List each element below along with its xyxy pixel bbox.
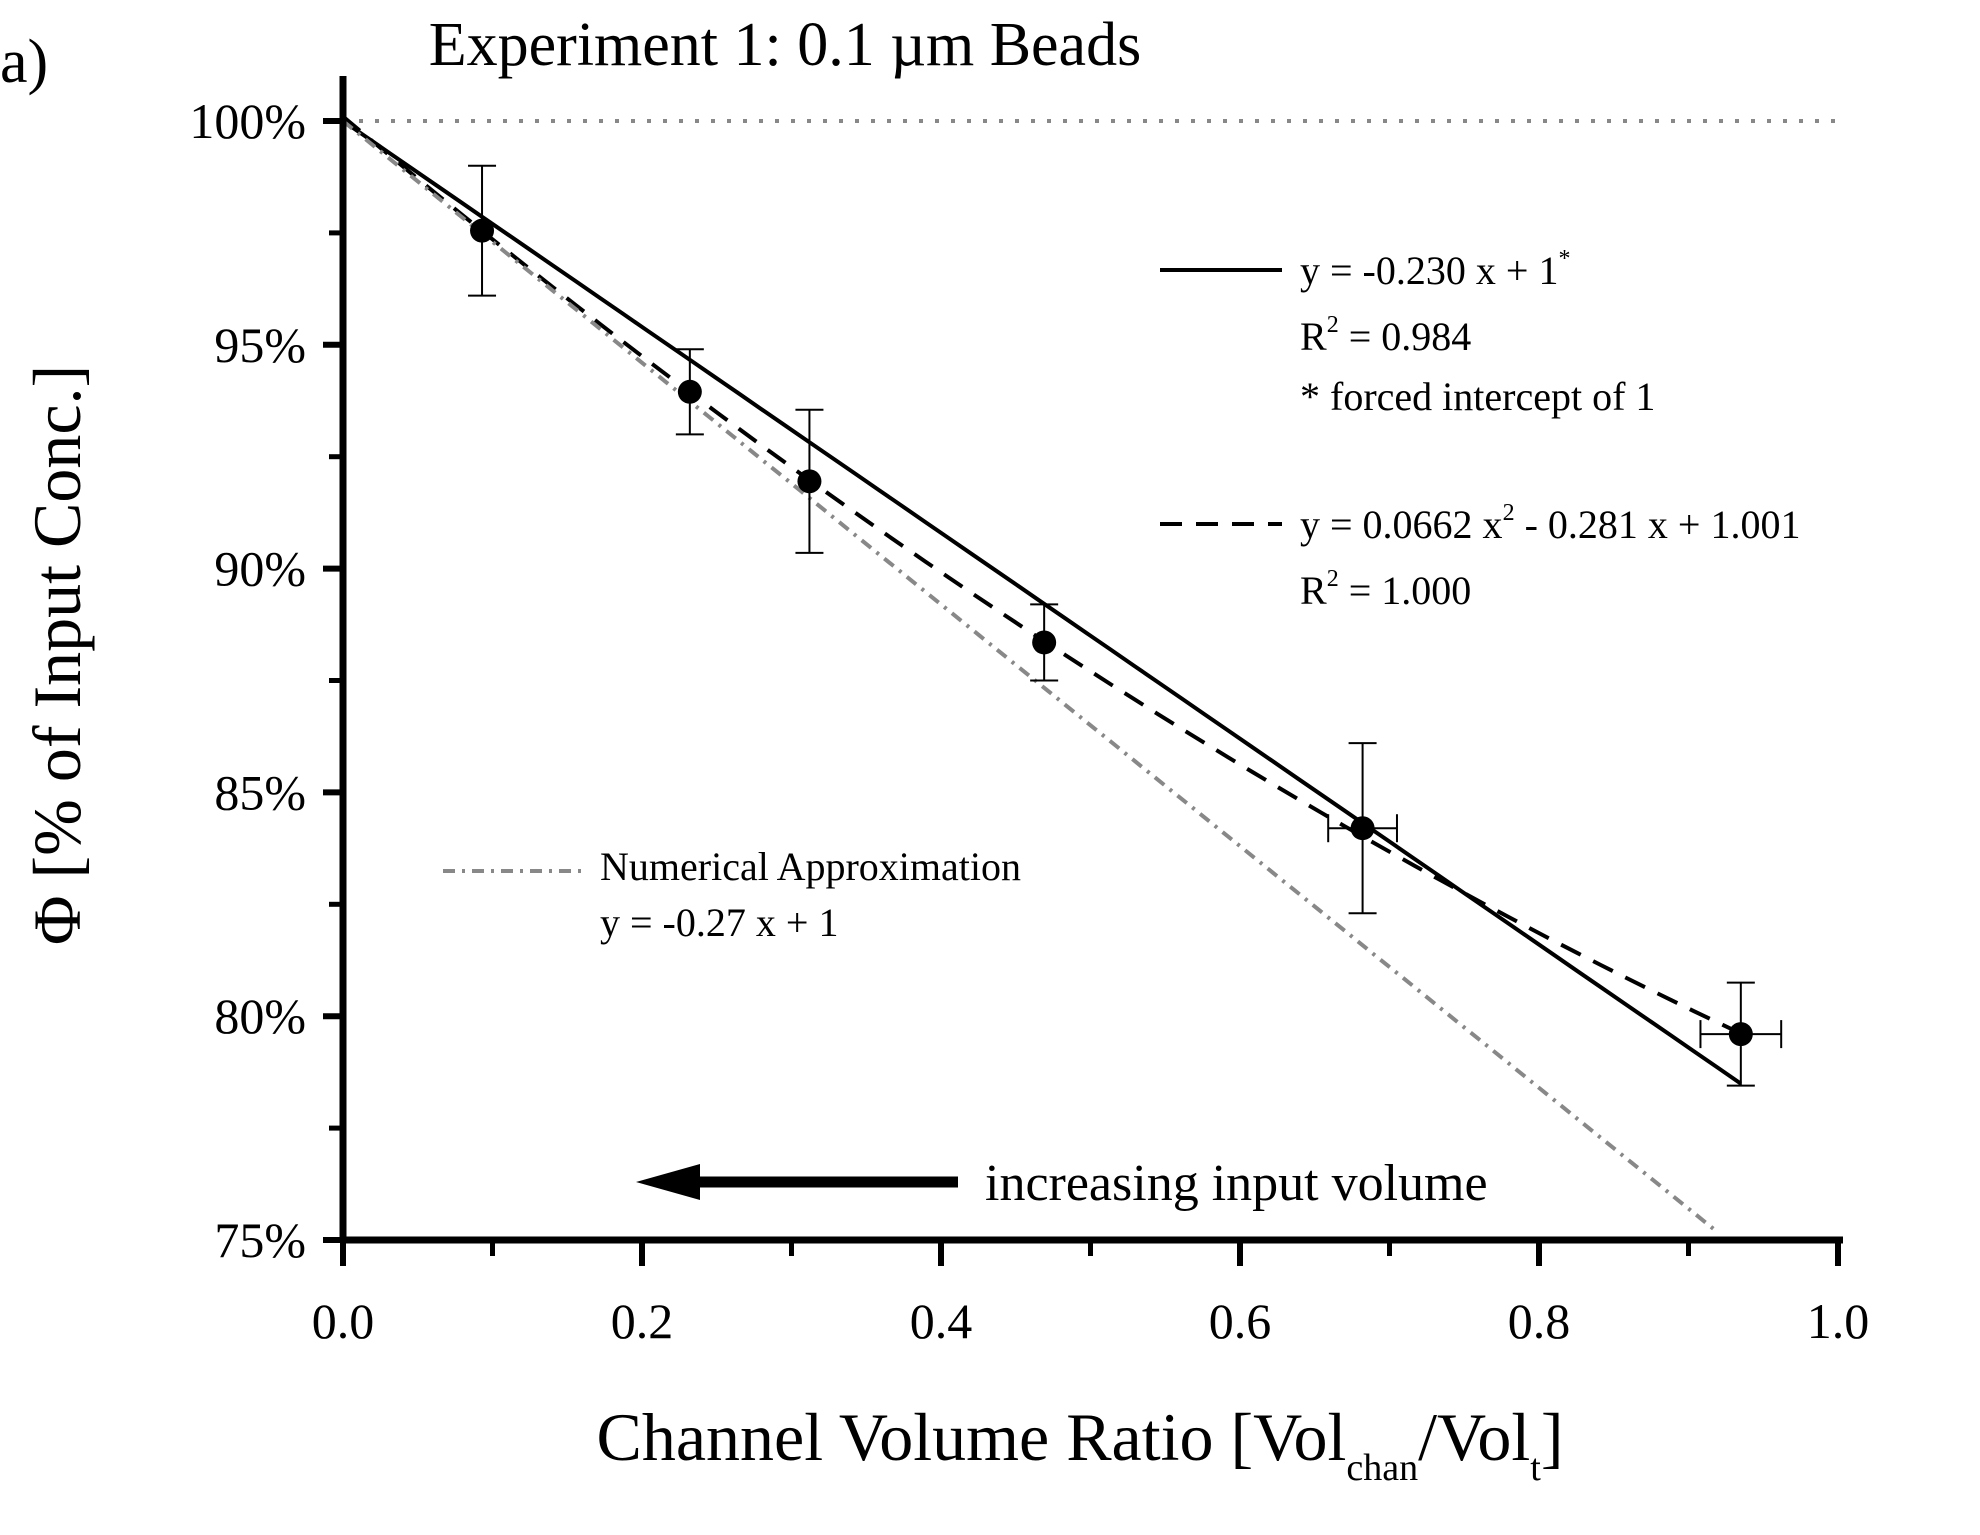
annotation-text: increasing input volume: [985, 1155, 1488, 1212]
y-tick-label-5: 100%: [189, 93, 306, 149]
legend-quadratic-eq-rest: - 0.281 x + 1.001: [1515, 502, 1801, 547]
data-point-1: [677, 379, 702, 404]
legend-numerical-label: Numerical Approximation: [600, 844, 1021, 889]
legend-numerical-equation: y = -0.27 x + 1: [600, 900, 838, 945]
x-axis-title-sub2: t: [1530, 1447, 1541, 1489]
legend-linear-equation: y = -0.230 x + 1*: [1300, 246, 1570, 293]
x-tick-label-4: 0.8: [1508, 1293, 1571, 1349]
series-line-0: [341, 119, 1742, 1086]
legend-linear-eq-main: y = -0.230 x + 1: [1300, 248, 1558, 293]
legend-linear-eq-sup: *: [1558, 246, 1570, 272]
x-axis-title: Channel Volume Ratio [Volchan/Volt]: [597, 1399, 1564, 1489]
y-tick-label-0: 75%: [214, 1212, 306, 1268]
x-axis-title-main: Channel Volume Ratio [Vol: [597, 1399, 1347, 1475]
legend-quadratic-r2: R2 = 1.000: [1300, 566, 1471, 613]
legend-quadratic-eq-sup: 2: [1503, 500, 1515, 526]
legend-quadratic-eq-main: y = 0.0662 x: [1300, 502, 1503, 547]
legend: y = -0.230 x + 1* R2 = 0.984 * forced in…: [443, 246, 1800, 945]
series-line-2: [341, 119, 1720, 1235]
x-axis-title-sub1: chan: [1346, 1447, 1418, 1489]
legend-quadratic-r2-value: = 1.000: [1339, 568, 1472, 613]
plot-area: [341, 114, 1846, 1235]
x-axis-title-end: ]: [1541, 1399, 1564, 1475]
legend-linear-r2-main: R: [1300, 314, 1327, 359]
x-tick-label-3: 0.6: [1209, 1293, 1272, 1349]
legend-linear-note: * forced intercept of 1: [1300, 374, 1655, 419]
chart-title: Experiment 1: 0.1 µm Beads: [429, 11, 1141, 79]
x-tick-label-2: 0.4: [910, 1293, 973, 1349]
x-tick-label-1: 0.2: [611, 1293, 674, 1349]
y-tick-label-4: 95%: [214, 317, 306, 373]
x-axis-title-mid: /Vol: [1418, 1399, 1530, 1475]
data-point-0: [470, 218, 495, 243]
x-tick-label-0: 0.0: [312, 1293, 375, 1349]
legend-linear-r2-sup: 2: [1327, 312, 1339, 338]
axis-ticks: 0.0 0.2 0.4 0.6 0.8 1.0 75% 80% 85% 90% 95% 100%: [189, 93, 1869, 1349]
data-point-5: [1728, 1022, 1753, 1047]
data-point-2: [797, 469, 822, 494]
annotation: increasing input volume: [636, 1155, 1488, 1212]
panel-label: a): [0, 28, 48, 96]
annotation-arrow-head: [636, 1164, 700, 1200]
y-axis-title: Φ [% of Input Conc.]: [19, 365, 95, 945]
legend-quadratic-r2-main: R: [1300, 568, 1327, 613]
y-tick-label-3: 90%: [214, 541, 306, 597]
legend-linear-r2-value: = 0.984: [1339, 314, 1472, 359]
legend-quadratic-equation: y = 0.0662 x2 - 0.281 x + 1.001: [1300, 500, 1800, 547]
x-tick-label-5: 1.0: [1807, 1293, 1870, 1349]
legend-quadratic-r2-sup: 2: [1327, 566, 1339, 592]
data-point-3: [1032, 630, 1057, 655]
data-point-4: [1350, 816, 1375, 841]
y-tick-label-1: 80%: [214, 988, 306, 1044]
legend-linear-r2: R2 = 0.984: [1300, 312, 1471, 359]
y-tick-label-2: 85%: [214, 764, 306, 820]
